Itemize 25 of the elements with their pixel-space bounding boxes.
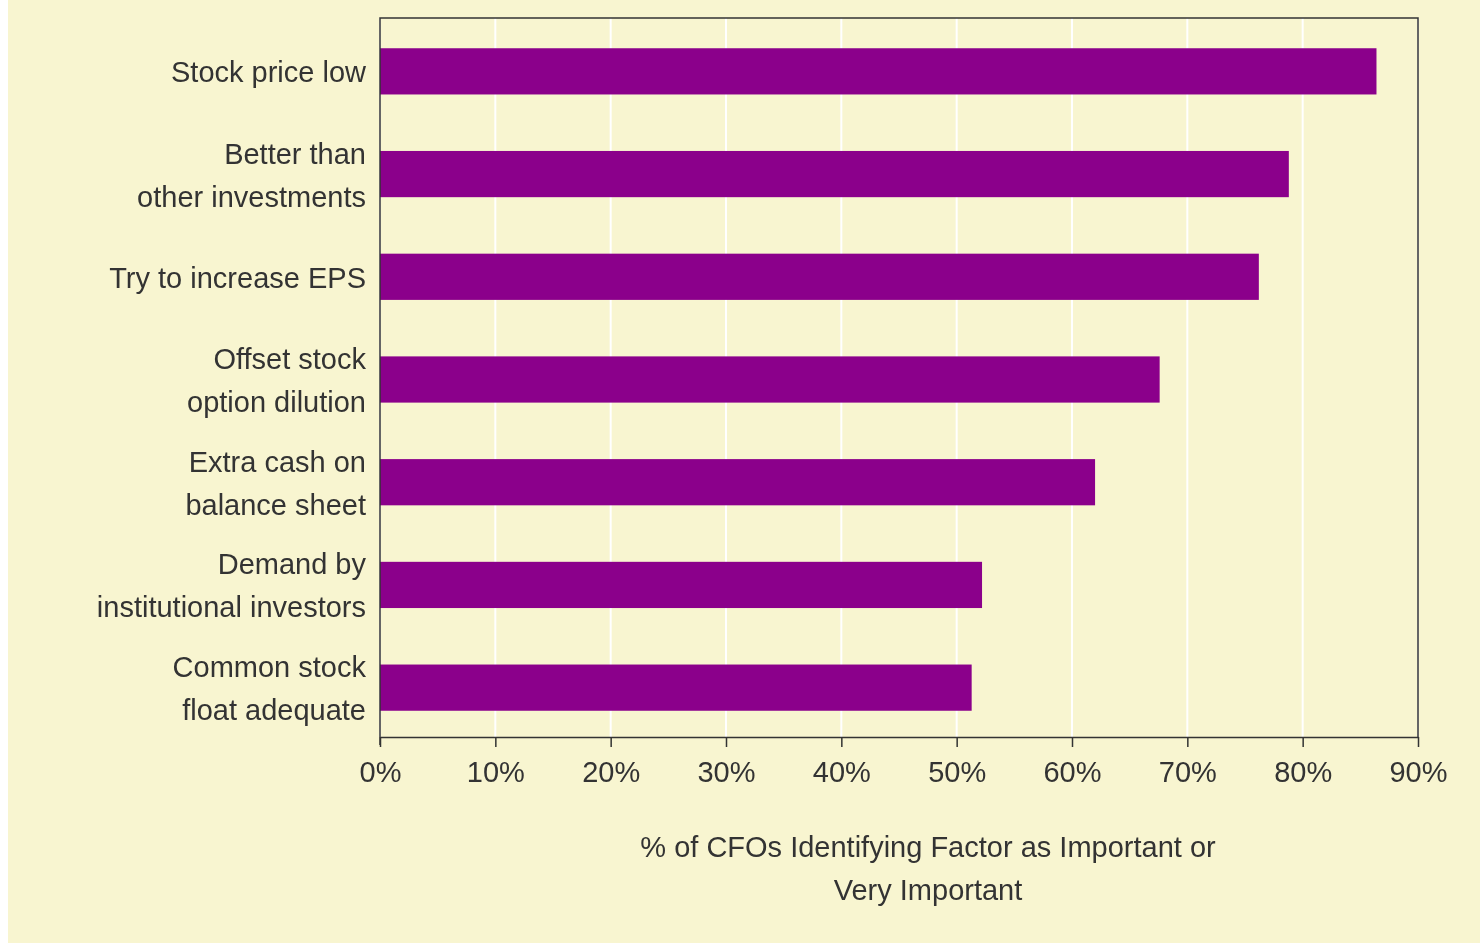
x-axis-title: % of CFOs Identifying Factor as Important or Very Important bbox=[640, 831, 1217, 906]
x-tick-label: 80% bbox=[1274, 755, 1333, 788]
x-tick-label: 70% bbox=[1158, 755, 1217, 788]
bar bbox=[380, 150, 1289, 198]
x-tick-label: 30% bbox=[697, 755, 756, 788]
y-tick-label: Demand by institutional investors bbox=[96, 548, 367, 624]
y-tick-label: Offset stock option dilution bbox=[187, 343, 367, 418]
x-tick-label: 90% bbox=[1389, 755, 1448, 788]
x-tick-label: 20% bbox=[582, 755, 641, 788]
bar bbox=[380, 664, 972, 711]
y-tick-label: Extra cash on balance sheet bbox=[185, 445, 366, 521]
x-tick-label: 50% bbox=[928, 755, 987, 788]
y-tick-label: Better than other investments bbox=[137, 137, 366, 213]
bar bbox=[380, 48, 1377, 95]
y-tick-label: Try to increase EPS bbox=[109, 261, 366, 294]
y-tick-label: Stock price low bbox=[170, 56, 368, 89]
bar bbox=[380, 253, 1259, 300]
bar bbox=[380, 356, 1160, 403]
x-tick-label: 40% bbox=[812, 755, 871, 788]
x-tick-label: 0% bbox=[359, 755, 402, 788]
x-tick-label: 10% bbox=[466, 755, 525, 788]
bar bbox=[380, 561, 983, 609]
bar bbox=[380, 459, 1096, 506]
y-tick-label: Common stock float adequate bbox=[172, 651, 367, 727]
x-tick-label: 60% bbox=[1043, 755, 1102, 788]
